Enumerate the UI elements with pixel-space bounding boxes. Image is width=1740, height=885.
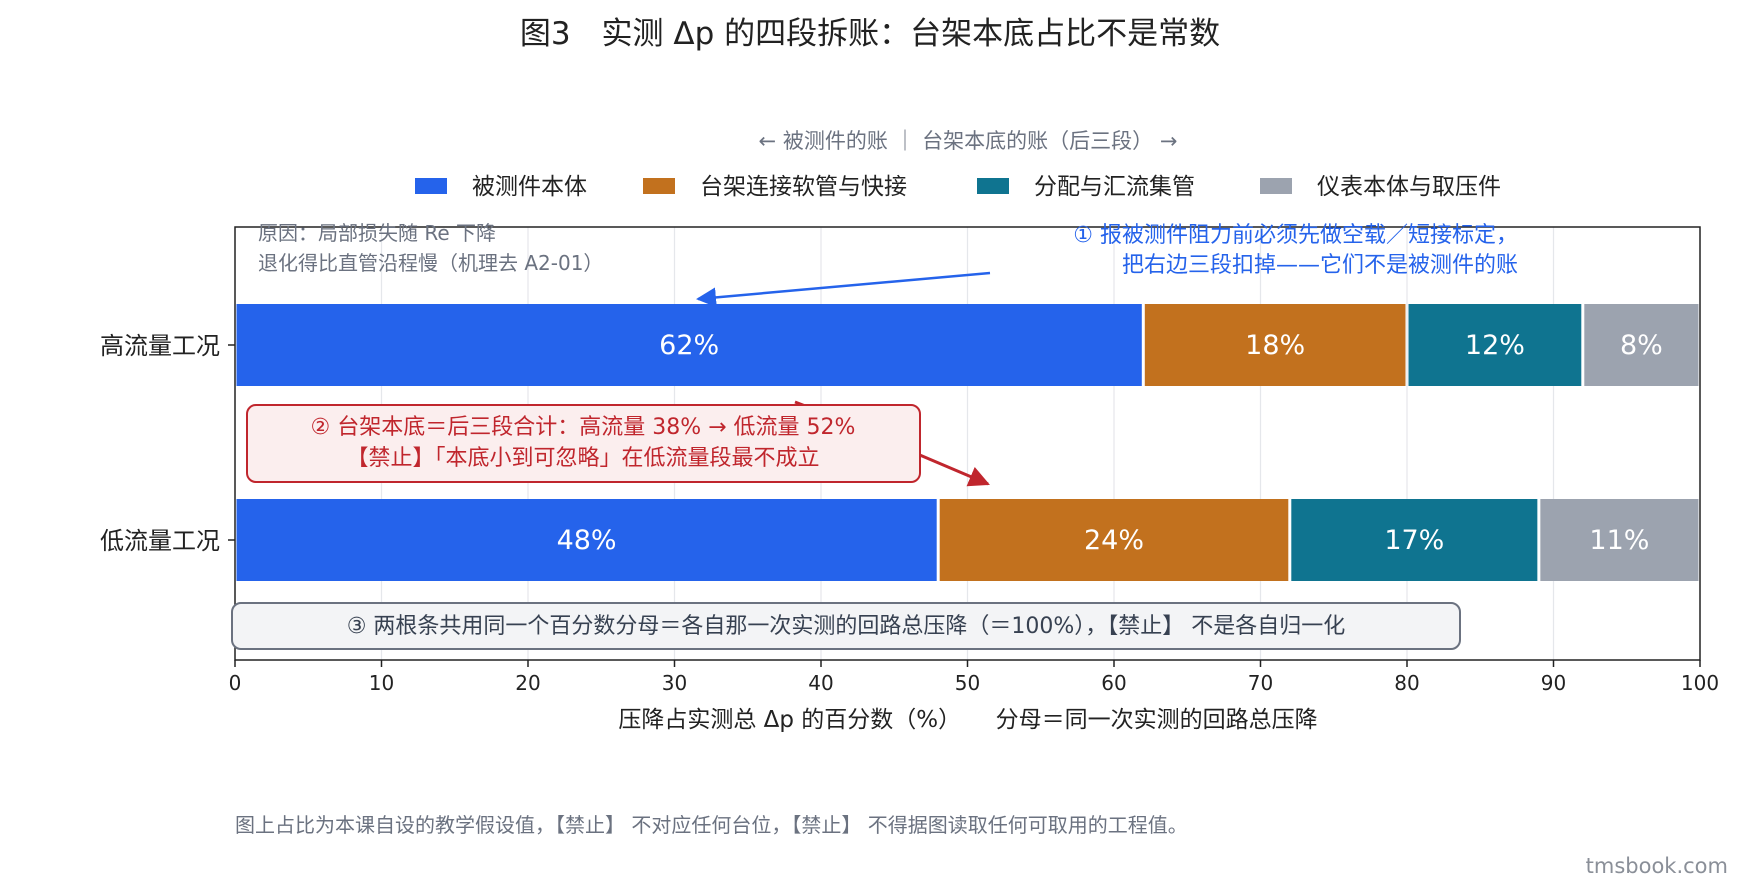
bar-segment [236, 304, 1142, 386]
x-tick-label: 90 [1541, 671, 1566, 695]
bar-segment [1291, 499, 1538, 581]
legend-swatch [977, 178, 1009, 194]
footnote: 图上占比为本课自设的教学假设值，【禁止】 不对应任何台位，【禁止】 不得据图读取… [235, 813, 1188, 837]
watermark: tmsbook.com [1586, 854, 1728, 878]
bar-data-label: 11% [1589, 525, 1649, 556]
bar-segment [236, 499, 937, 581]
reason-line-2: 退化得比直管沿程慢（机理去 A2-01） [258, 251, 603, 275]
bar-segment [1540, 499, 1699, 581]
legend-label: 仪表本体与取压件 [1317, 174, 1501, 200]
x-tick-label: 70 [1248, 671, 1273, 695]
bar-data-label: 12% [1465, 330, 1525, 361]
x-tick-label: 30 [662, 671, 687, 695]
legend-label: 被测件本体 [472, 174, 587, 200]
note-3-box [231, 602, 1461, 650]
x-tick-label: 40 [808, 671, 833, 695]
note-2-arrow [907, 448, 990, 487]
note-3-line-1: ③ 两根条共用同一个百分数分母＝各自那一次实测的回路总压降（＝100%），【禁止… [347, 614, 1346, 639]
note-1-annotation: ① 报被测件阻力前必须先做空载／短接标定， 把右边三段扣掉——它们不是被测件的账 [696, 223, 1518, 308]
bar-data-label: 8% [1620, 330, 1663, 361]
legend-swatch [415, 178, 447, 194]
legend-swatch [1260, 178, 1292, 194]
x-axis-label: 压降占实测总 Δp 的百分数（%） 分母＝同一次实测的回路总压降 [618, 707, 1317, 733]
reason-annotation: 原因：局部损失随 Re 下降 退化得比直管沿程慢（机理去 A2-01） [258, 221, 603, 275]
note-1-line-1: ① 报被测件阻力前必须先做空载／短接标定， [1073, 223, 1518, 248]
y-tick-label: 高流量工况 [100, 332, 220, 360]
bars: 62% 18% 12% 8% 48% 24% 17% 11% [236, 304, 1699, 581]
x-tick-label: 80 [1394, 671, 1419, 695]
note-1-line-2: 把右边三段扣掉——它们不是被测件的账 [1122, 253, 1518, 278]
x-tick-label: 60 [1101, 671, 1126, 695]
x-ticks: 0 10 20 30 40 50 60 70 80 90 100 [229, 660, 1719, 695]
grid [380, 227, 1555, 660]
bar-data-label: 24% [1084, 525, 1144, 556]
x-tick-label: 100 [1681, 671, 1719, 695]
legend-label: 台架连接软管与快接 [700, 174, 907, 200]
legend-label: 分配与汇流集管 [1034, 174, 1195, 200]
x-tick-label: 20 [515, 671, 540, 695]
bar-data-label: 18% [1245, 330, 1305, 361]
reason-line-1: 原因：局部损失随 Re 下降 [258, 221, 496, 245]
note-2-line-2: 【禁止】「本底小到可忽略」在低流量段最不成立 [346, 446, 819, 471]
bar-segment [1584, 304, 1699, 386]
x-tick-label: 10 [369, 671, 394, 695]
bar-segment [939, 499, 1289, 581]
note-2-annotation: ② 台架本底＝后三段合计：高流量 38% → 低流量 52% 【禁止】「本底小到… [246, 400, 990, 487]
note-3-annotation: ③ 两根条共用同一个百分数分母＝各自那一次实测的回路总压降（＝100%），【禁止… [231, 602, 1461, 650]
x-tick-label: 50 [955, 671, 980, 695]
bar-segment [1408, 304, 1582, 386]
x-tick-label: 0 [229, 671, 242, 695]
bar-segment [1144, 304, 1406, 386]
bar-data-label: 48% [557, 525, 617, 556]
bar-data-label: 62% [659, 330, 719, 361]
note-2-box [246, 404, 921, 483]
bar-data-label: 17% [1384, 525, 1444, 556]
note-2-line-1: ② 台架本底＝后三段合计：高流量 38% → 低流量 52% [311, 415, 856, 440]
legend: 被测件本体 台架连接软管与快接 分配与汇流集管 仪表本体与取压件 [415, 174, 1501, 200]
chart-subtitle: ← 被测件的账 ｜ 台架本底的账（后三段） → [759, 129, 1178, 153]
y-tick-label: 低流量工况 [100, 527, 220, 555]
chart-title: 图3 实测 Δp 的四段拆账：台架本底占比不是常数 [520, 16, 1220, 52]
legend-swatch [643, 178, 675, 194]
note-1-arrow [696, 271, 991, 308]
